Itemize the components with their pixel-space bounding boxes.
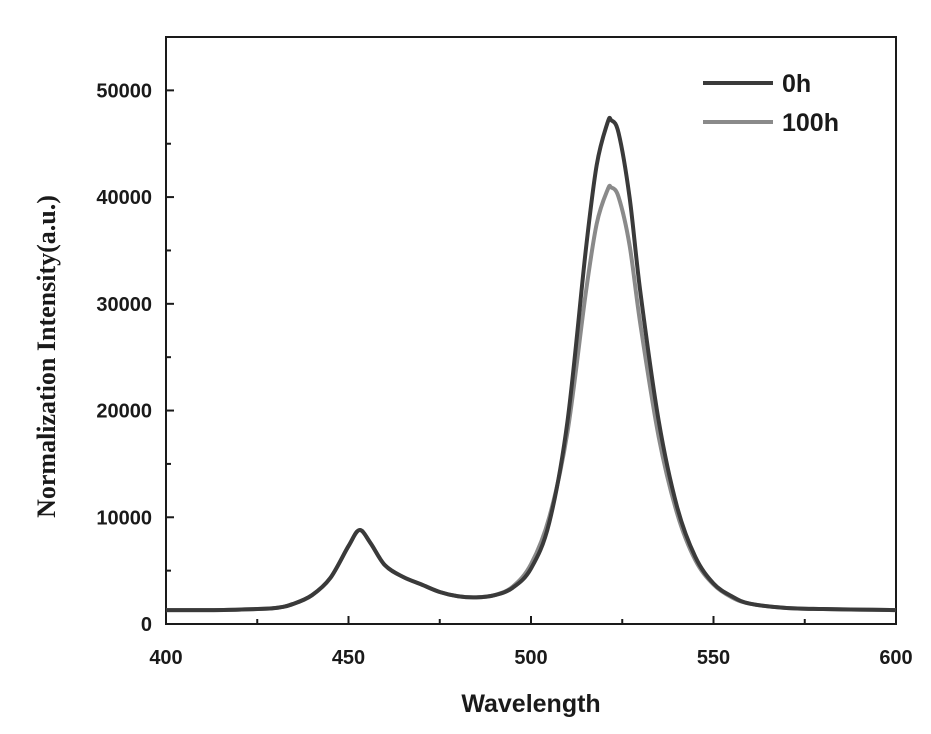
y-axis-title: Normalization Intensity(a.u.) xyxy=(32,195,61,518)
x-axis-title: Wavelength xyxy=(461,690,600,718)
y-tick-label-30000: 30000 xyxy=(96,294,152,316)
x-tick-label-600: 600 xyxy=(879,647,912,669)
y-tick-label-20000: 20000 xyxy=(96,401,152,423)
legend-label-0h: 0h xyxy=(782,70,811,98)
y-tick-label-40000: 40000 xyxy=(96,187,152,209)
series-layer xyxy=(165,115,897,613)
series-line-100h xyxy=(165,183,897,613)
legend-label-100h: 100h xyxy=(782,109,839,137)
y-tick-label-10000: 10000 xyxy=(96,507,152,529)
ticks-layer: 400 450 500 550 600 0 10000 20000 30000 40000 5000… xyxy=(96,80,912,669)
x-tick-label-450: 450 xyxy=(332,647,365,669)
x-tick-label-550: 550 xyxy=(697,647,730,669)
y-tick-label-0: 0 xyxy=(141,614,152,636)
y-tick-label-50000: 50000 xyxy=(96,80,152,102)
legend: 0h 100h xyxy=(703,70,839,137)
series-line-0h xyxy=(165,115,897,613)
x-tick-label-500: 500 xyxy=(514,647,547,669)
x-tick-label-400: 400 xyxy=(149,647,182,669)
